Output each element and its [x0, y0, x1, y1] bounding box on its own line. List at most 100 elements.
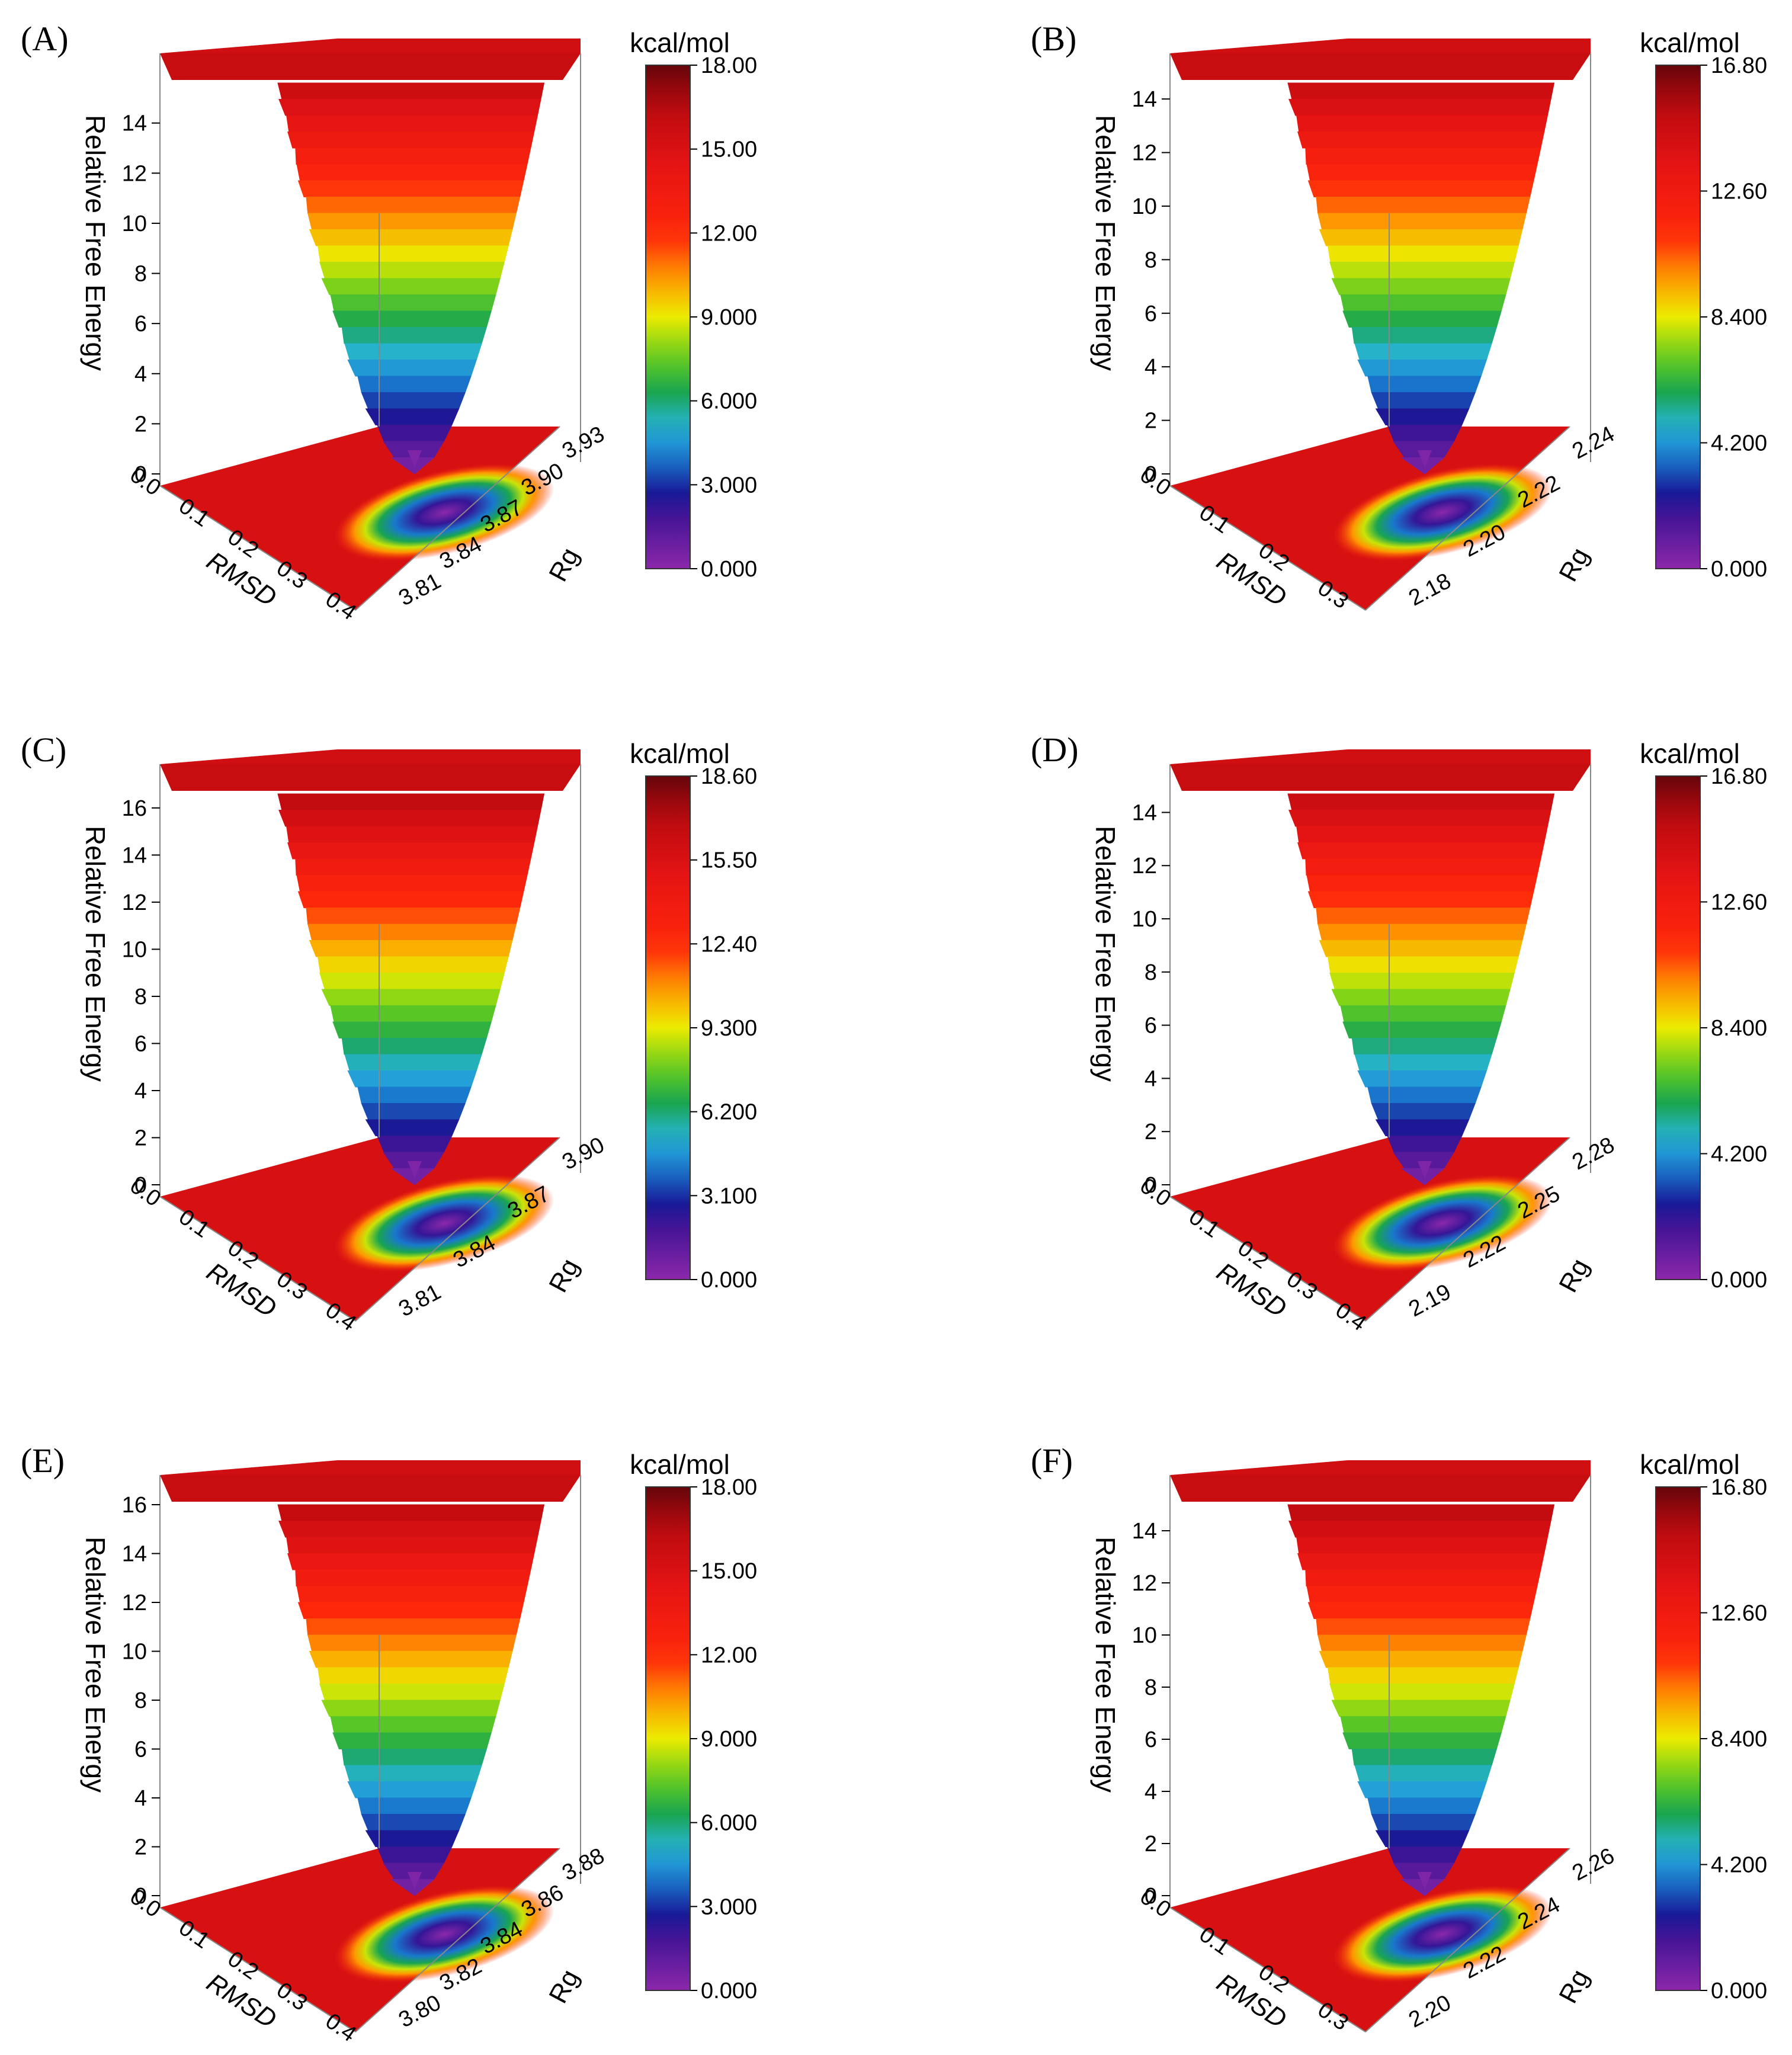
surface-band — [1375, 1119, 1470, 1136]
z-tick-label: 4 — [1145, 1066, 1157, 1091]
y-tick-label: 3.80 — [395, 1990, 445, 2033]
z-axis-label: Relative Free Energy — [80, 826, 111, 1082]
z-tick-label: 0 — [134, 462, 147, 487]
y-tick-label: 2.18 — [1405, 569, 1455, 611]
z-tick-label: 10 — [122, 937, 147, 962]
surface-top-back — [1170, 1460, 1591, 1475]
x-tick-label: 0.0 — [126, 1884, 165, 1923]
z-axis-label: Relative Free Energy — [1090, 826, 1121, 1082]
z-tick-label: 16 — [122, 796, 147, 821]
surface-band — [347, 1781, 477, 1798]
colorbar-tick-label: 3.000 — [701, 473, 757, 498]
x-axis-line — [1169, 1196, 1366, 1322]
colorbar-tick-label: 0.000 — [1711, 1268, 1767, 1293]
surface-band — [306, 908, 521, 925]
surface-band — [347, 360, 477, 377]
surface-band — [1305, 858, 1541, 876]
surface-band — [344, 1054, 482, 1071]
x-axis-line — [1169, 1907, 1366, 2032]
z-tick-label: 10 — [1132, 907, 1157, 932]
surface-band — [361, 1103, 466, 1120]
colorbar-tick-label: 15.00 — [701, 137, 757, 162]
colorbar-tick-label: 8.400 — [1711, 1727, 1767, 1752]
surface-band — [1319, 1651, 1523, 1668]
colorbar-tick-label: 9.000 — [701, 305, 757, 330]
x-axis-line — [159, 1907, 356, 2032]
surface-top-front — [160, 1475, 581, 1502]
surface-band — [1371, 392, 1476, 409]
x-tick-label: 0.0 — [126, 1174, 165, 1212]
surface-band — [296, 164, 528, 181]
surface-top-front — [160, 53, 581, 80]
surface-band — [317, 956, 509, 973]
surface-band — [319, 262, 505, 279]
surface-band — [1288, 810, 1551, 827]
colorbar-tick-label: 16.80 — [1711, 1475, 1767, 1500]
surface-band — [1306, 875, 1538, 892]
surface-band — [330, 294, 496, 312]
colorbar-tick-label: 6.000 — [701, 389, 757, 414]
z-tick-label: 12 — [1132, 141, 1157, 166]
y-axis-line — [1365, 1137, 1570, 1322]
x-axis-line — [159, 1196, 356, 1322]
colorbar-tick-label: 15.50 — [701, 848, 757, 873]
z-tick-label: 12 — [1132, 854, 1157, 879]
surface-band — [1296, 115, 1548, 132]
surface-band — [297, 1602, 524, 1619]
colorbar-tick-label: 18.00 — [701, 53, 757, 78]
x-tick-label: 0.0 — [1136, 1174, 1175, 1212]
surface-band — [341, 1038, 487, 1055]
surface-band — [330, 1005, 496, 1022]
surface-band — [1375, 408, 1470, 425]
z-axis-label: Relative Free Energy — [80, 115, 111, 371]
surface-band — [1288, 99, 1551, 116]
y-axis-line — [355, 426, 560, 611]
surface-band — [347, 1070, 477, 1088]
z-tick-label: 6 — [1145, 1014, 1157, 1038]
y-axis-label: Rg — [543, 1254, 585, 1297]
surface-band — [377, 1136, 453, 1153]
y-tick-label: 2.24 — [1568, 422, 1618, 464]
surface-band — [277, 793, 545, 810]
z-tick-label: 14 — [122, 843, 147, 868]
z-tick-label: 6 — [1145, 302, 1157, 326]
surface-band — [277, 82, 545, 100]
surface-band — [1307, 180, 1534, 197]
panel-label: (E) — [21, 1441, 65, 1480]
z-tick-label: 4 — [1145, 355, 1157, 380]
surface-band — [278, 99, 541, 116]
z-tick-label: 14 — [1132, 1519, 1157, 1544]
colorbar-tick-label: 6.200 — [701, 1100, 757, 1125]
surface-band — [365, 408, 460, 425]
surface-band — [307, 1634, 517, 1652]
surface-band — [1327, 956, 1519, 973]
y-tick-label: 2.28 — [1568, 1133, 1618, 1175]
floor-heatmap-basin — [334, 1885, 554, 1983]
surface-band — [1319, 229, 1523, 246]
z-tick-label: 0 — [1145, 462, 1157, 487]
floor-heatmap-basin — [1332, 1885, 1553, 1983]
colorbar-tick-label: 3.100 — [701, 1184, 757, 1208]
surface-band — [296, 1586, 528, 1603]
y-axis-label: Rg — [543, 1965, 585, 2008]
surface-band — [1331, 278, 1511, 295]
y-axis-label: Rg — [1553, 543, 1595, 586]
colorbar-tick-label: 4.200 — [1711, 1853, 1767, 1878]
z-tick-label: 14 — [1132, 800, 1157, 825]
y-axis-line — [355, 1137, 560, 1322]
surface-band — [286, 1537, 538, 1554]
surface-band — [1354, 1765, 1492, 1782]
floor-heatmap-basin — [334, 1174, 554, 1272]
surface-band — [1371, 1814, 1476, 1831]
surface-band — [332, 1732, 492, 1749]
surface-band — [344, 1765, 482, 1782]
surface-band — [321, 1700, 501, 1717]
x-axis-line — [1169, 485, 1366, 611]
y-axis-label: Rg — [1553, 1254, 1595, 1297]
surface-band — [377, 425, 453, 442]
surface-band — [1375, 1830, 1470, 1847]
z-tick-label: 0 — [134, 1173, 147, 1198]
